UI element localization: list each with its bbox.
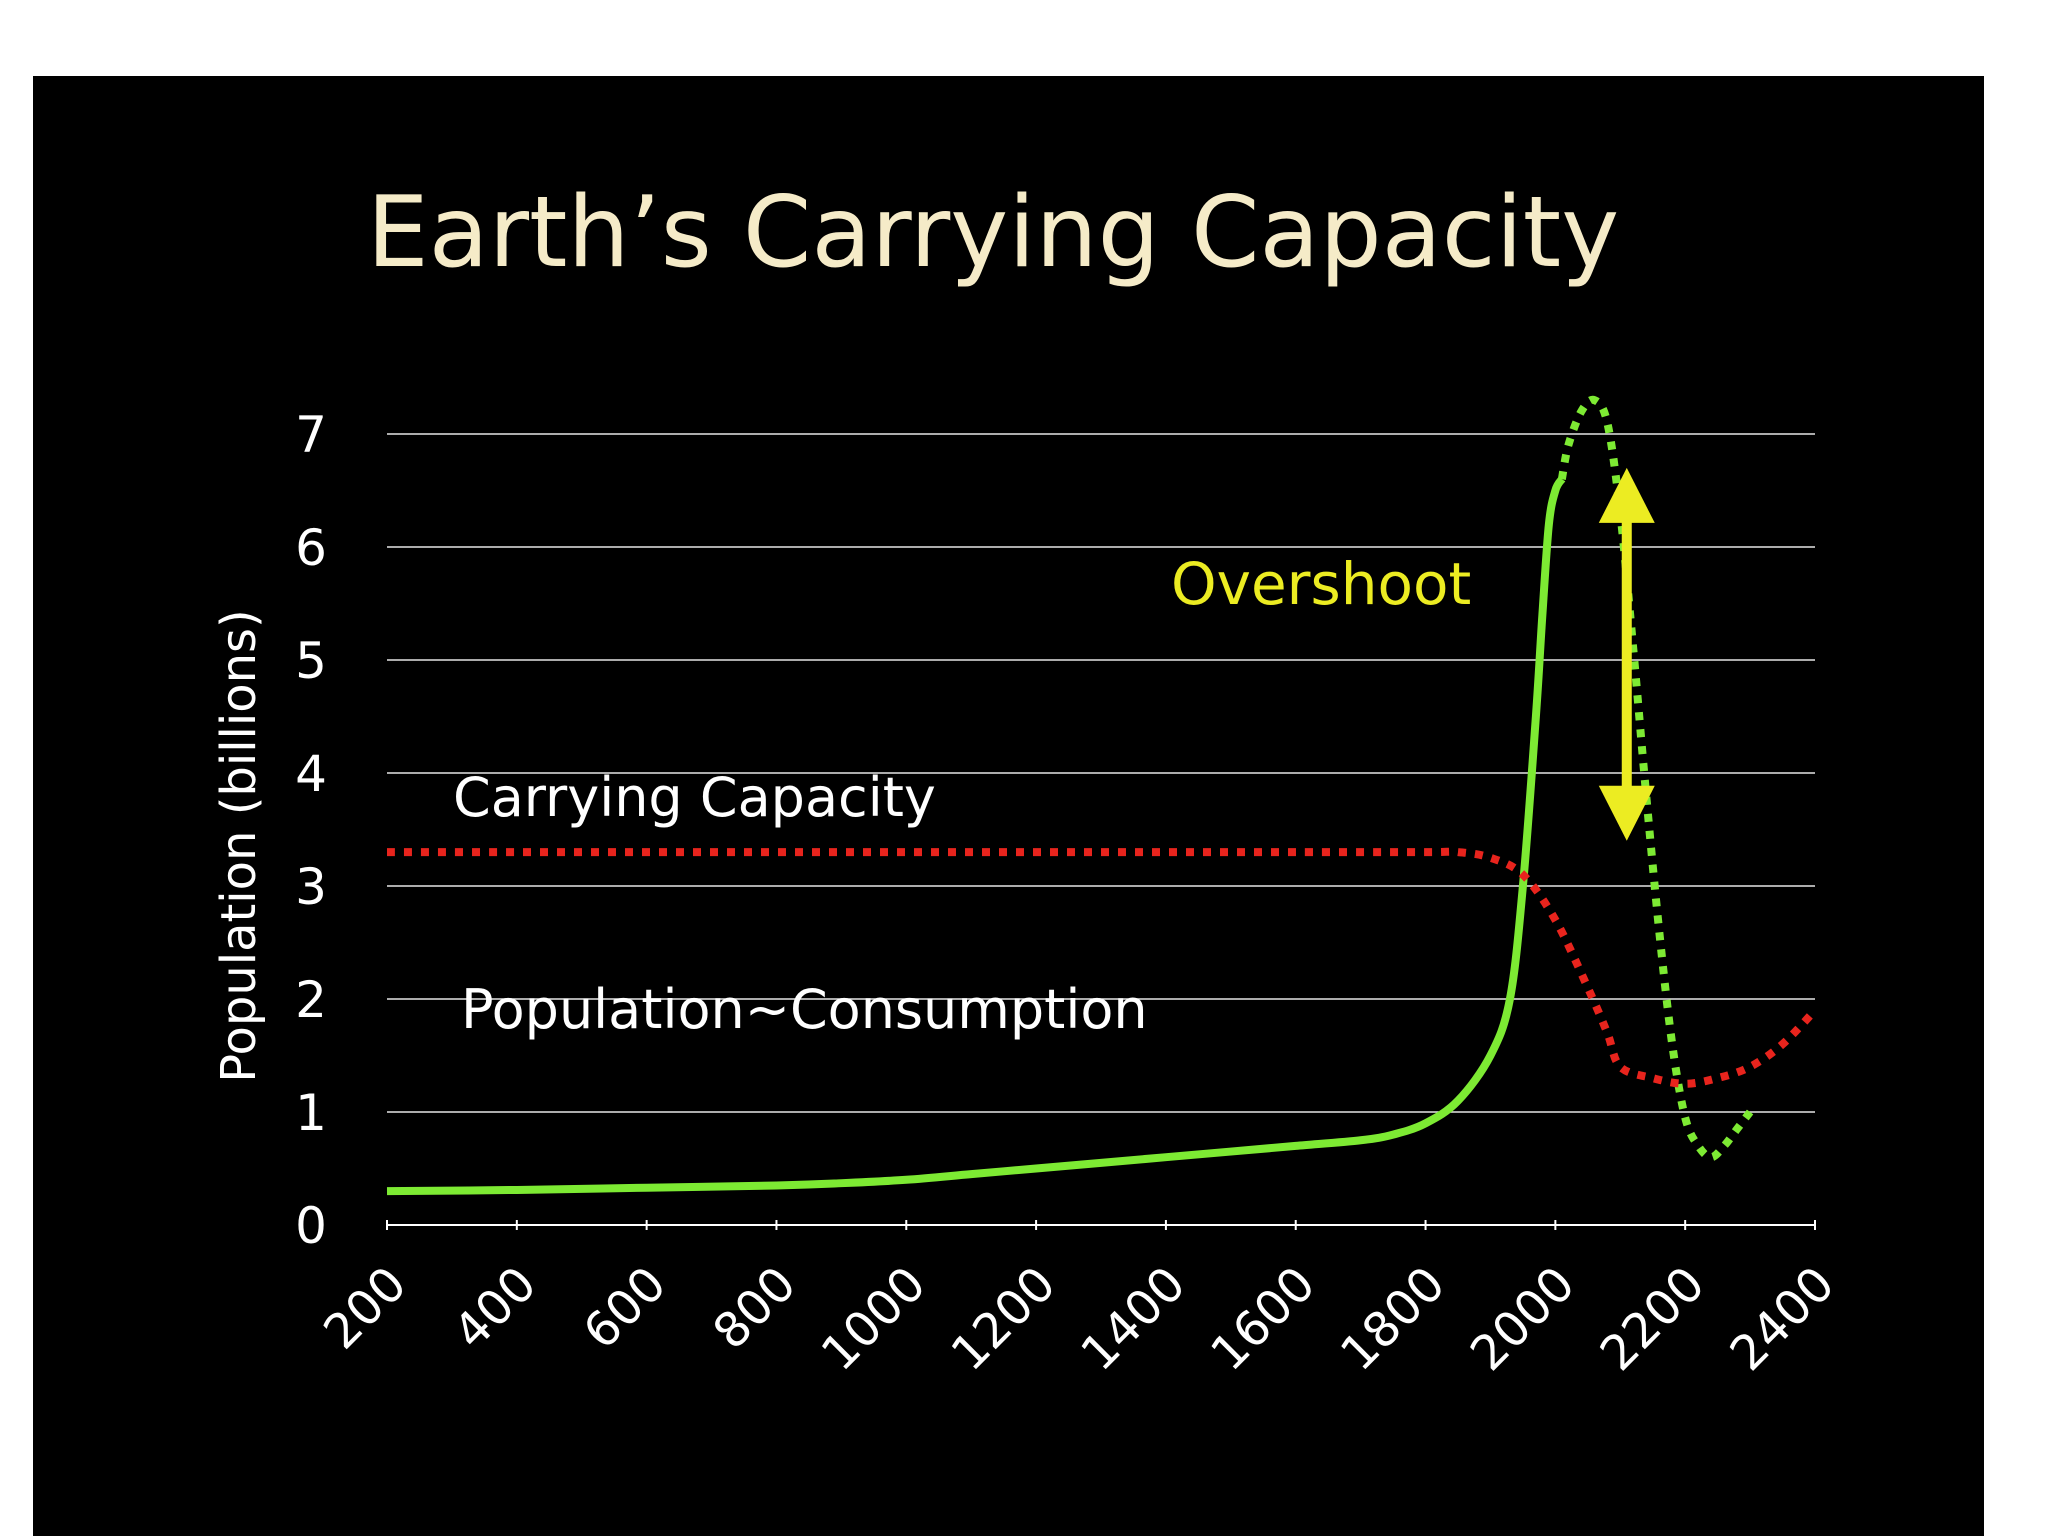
x-tick-label: 1200 <box>941 1256 1067 1382</box>
y-tick-label: 1 <box>295 1084 327 1142</box>
x-tick-label: 200 <box>313 1256 417 1360</box>
y-tick-label: 3 <box>295 858 327 916</box>
y-tick-label: 7 <box>295 406 327 464</box>
grid <box>387 433 1815 1113</box>
population-consumption-label: Population~Consumption <box>461 978 1148 1041</box>
x-tick-label: 2400 <box>1720 1256 1846 1382</box>
series-line-carrying-capacity <box>387 847 1818 1088</box>
chart: Earth’s Carrying Capacity Population (bi… <box>211 176 1845 1382</box>
x-tick-label: 2200 <box>1590 1256 1716 1382</box>
y-tick-label: 4 <box>295 745 327 803</box>
x-axis <box>386 1220 1816 1230</box>
x-tick-label: 400 <box>443 1256 547 1360</box>
x-tick-labels: 200 400 600 800 1000 1200 1400 1600 1800 2000 2200… <box>313 1256 1845 1382</box>
x-tick-label: 1000 <box>811 1256 937 1382</box>
y-tick-label: 6 <box>295 519 327 577</box>
y-tick-labels: 0 1 2 3 4 5 6 7 <box>295 406 327 1255</box>
series-line-population-actual <box>386 476 1566 1196</box>
carrying-capacity-label: Carrying Capacity <box>453 766 936 829</box>
x-tick-label: 1600 <box>1200 1256 1326 1382</box>
y-axis-label: Population (billions) <box>211 609 267 1083</box>
x-tick-label: 600 <box>573 1256 677 1360</box>
overshoot-arrowhead-up <box>1598 467 1655 523</box>
overshoot-arrowhead-down <box>1598 785 1655 841</box>
x-tick-label: 800 <box>703 1256 807 1360</box>
x-tick-label: 2000 <box>1460 1256 1586 1382</box>
overshoot-label: Overshoot <box>1171 550 1471 618</box>
chart-title: Earth’s Carrying Capacity <box>367 176 1619 290</box>
x-tick-label: 1800 <box>1330 1256 1456 1382</box>
series-group <box>386 395 1818 1196</box>
x-tick-label: 1400 <box>1070 1256 1196 1382</box>
overshoot-arrow <box>1598 467 1655 841</box>
y-tick-label: 5 <box>295 632 327 690</box>
series-line-population-projected <box>1557 395 1754 1162</box>
y-tick-label: 0 <box>295 1197 327 1255</box>
y-tick-label: 2 <box>295 971 327 1029</box>
slide: Earth’s Carrying Capacity Population (bi… <box>33 76 1984 1536</box>
